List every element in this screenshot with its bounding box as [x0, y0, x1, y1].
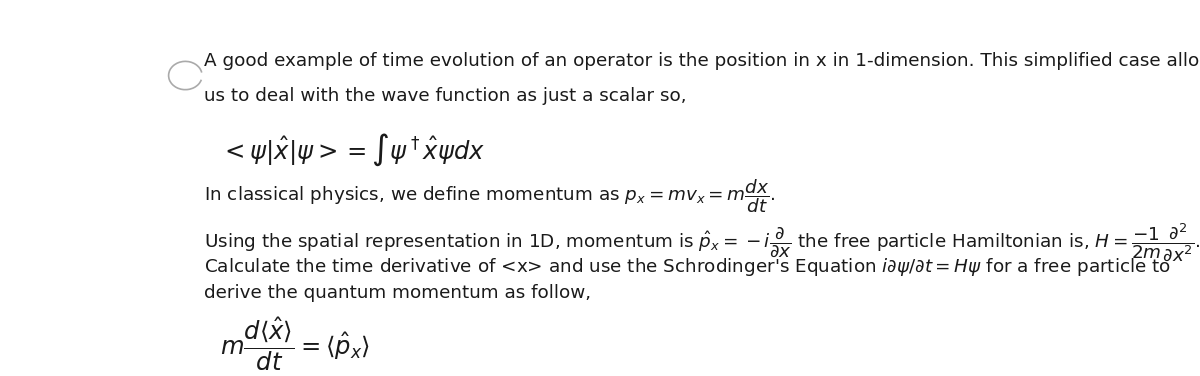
- Text: In classical physics, we define momentum as $p_x = mv_x = m\dfrac{dx}{dt}$.: In classical physics, we define momentum…: [204, 177, 775, 215]
- Text: Calculate the time derivative of <x> and use the Schrodinger's Equation $i\parti: Calculate the time derivative of <x> and…: [204, 256, 1171, 279]
- Text: Using the spatial representation in 1D, momentum is $\hat{p}_x = -i\dfrac{\parti: Using the spatial representation in 1D, …: [204, 222, 1200, 264]
- Text: us to deal with the wave function as just a scalar so,: us to deal with the wave function as jus…: [204, 87, 686, 105]
- Text: $m\dfrac{d\langle\hat{x}\rangle}{dt} =\langle \hat{p}_x \rangle$: $m\dfrac{d\langle\hat{x}\rangle}{dt} =\l…: [220, 316, 370, 373]
- Text: $< \psi|\hat{x}|\psi >= \int \psi^\dagger \hat{x}\psi dx$: $< \psi|\hat{x}|\psi >= \int \psi^\dagge…: [220, 132, 485, 168]
- Text: derive the quantum momentum as follow,: derive the quantum momentum as follow,: [204, 284, 590, 302]
- Text: A good example of time evolution of an operator is the position in x in 1-dimens: A good example of time evolution of an o…: [204, 52, 1200, 70]
